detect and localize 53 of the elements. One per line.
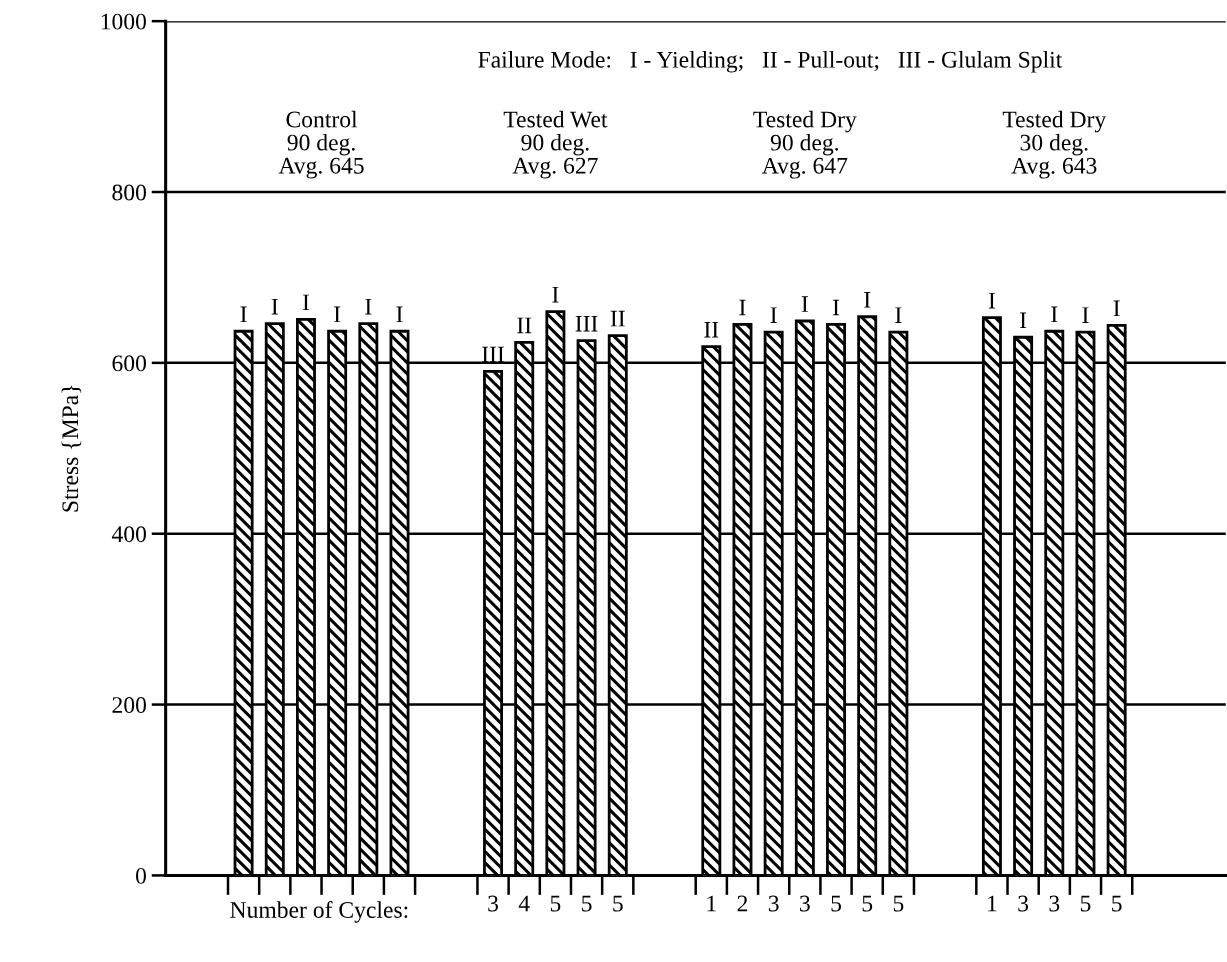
data-label: II <box>610 310 625 327</box>
x-axis-title: Number of Cycles: <box>230 901 408 923</box>
y-axis-title: Stress {MPa} <box>61 385 82 512</box>
x-tick-label: 1 <box>988 895 997 912</box>
data-label: I <box>1113 300 1120 317</box>
data-label: I <box>365 298 372 315</box>
x-tick-label: 5 <box>862 895 873 912</box>
data-label: I <box>1020 312 1027 329</box>
data-label: I <box>240 306 247 323</box>
annotation: Failure Mode: I - Yielding; II - Pull-out; III - Glulam Split <box>478 51 1063 73</box>
data-label: II <box>704 321 719 338</box>
x-tick-label: 5 <box>582 895 592 912</box>
y-tick-label: 1000 <box>101 13 146 30</box>
x-tick-label: 3 <box>768 895 779 912</box>
data-label: III <box>575 316 598 332</box>
data-label: I <box>1051 306 1058 323</box>
x-tick-label: 3 <box>800 895 810 912</box>
data-label: II <box>517 317 532 334</box>
x-tick-label: 1 <box>707 895 716 912</box>
data-label: I <box>770 307 777 323</box>
data-label: I <box>334 306 341 323</box>
data-label: III <box>482 346 504 363</box>
data-label: I <box>1082 307 1089 323</box>
annotation: Control 90 deg. Avg. 645 <box>278 110 364 179</box>
y-tick-label: 0 <box>135 867 146 884</box>
x-tick-label: 4 <box>518 895 530 912</box>
y-tick-label: 400 <box>111 526 146 543</box>
data-label: I <box>302 294 310 311</box>
data-label: I <box>739 299 746 316</box>
data-label: I <box>801 296 808 312</box>
x-tick-label: 5 <box>831 895 841 912</box>
x-tick-label: 5 <box>1112 895 1122 912</box>
data-label: I <box>895 307 902 323</box>
x-tick-label: 3 <box>1049 895 1060 912</box>
y-tick-label: 800 <box>112 184 146 201</box>
x-tick-label: 3 <box>1018 895 1029 912</box>
annotation: Tested Dry 90 deg. Avg. 647 <box>753 110 857 179</box>
x-tick-label: 2 <box>737 895 748 912</box>
annotation: Tested Wet 90 deg. Avg. 627 <box>503 110 608 179</box>
x-tick-label: 3 <box>488 895 499 912</box>
data-label: I <box>988 292 996 309</box>
data-label: I <box>832 299 840 316</box>
data-label: I <box>552 286 559 303</box>
data-label: I <box>864 292 871 308</box>
x-tick-label: 5 <box>893 895 904 912</box>
x-tick-label: 5 <box>550 895 561 912</box>
y-tick-label: 200 <box>112 697 146 713</box>
x-tick-label: 5 <box>613 895 623 912</box>
annotation: Tested Dry 30 deg. Avg. 643 <box>1002 110 1107 179</box>
data-label: I <box>271 298 278 315</box>
data-label: I <box>396 306 403 323</box>
x-tick-label: 5 <box>1080 895 1091 912</box>
y-tick-label: 600 <box>112 355 146 372</box>
